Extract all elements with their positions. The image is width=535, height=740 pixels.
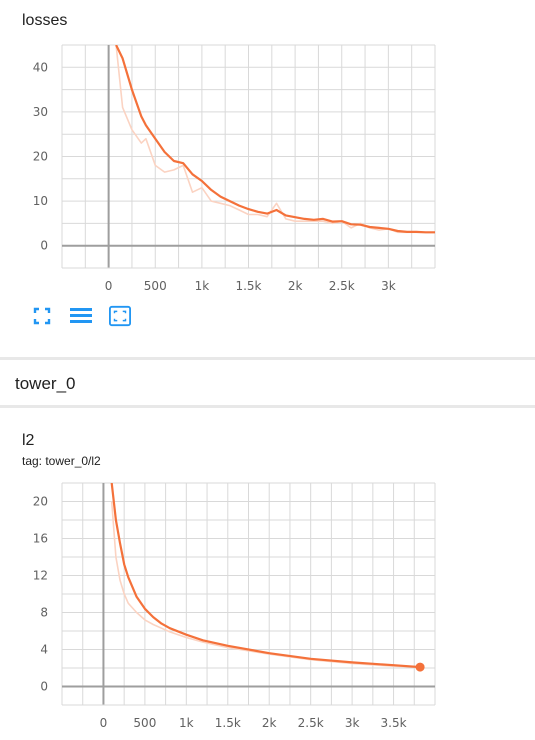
section-divider-top	[0, 357, 535, 360]
x-tick-label: 1k	[179, 716, 194, 730]
x-tick-label: 500	[144, 279, 167, 293]
x-tick-label: 1.5k	[235, 279, 261, 293]
raw-series-line	[110, 501, 421, 668]
x-tick-label: 500	[133, 716, 156, 730]
fit-screen-icon	[109, 305, 131, 327]
x-tick-label: 2k	[288, 279, 303, 293]
y-tick-label: 20	[33, 495, 48, 509]
y-tick-label: 20	[33, 150, 48, 164]
losses-chart[interactable]: 0 500 1k 1.5k 2k 2.5k 3k 0 10 20 30 40	[0, 0, 535, 295]
raw-series-line	[115, 45, 435, 234]
x-tick-label: 3k	[345, 716, 360, 730]
group-title[interactable]: tower_0	[15, 374, 76, 393]
fit-domain-button[interactable]	[109, 305, 131, 327]
x-tick-label: 2.5k	[298, 716, 324, 730]
l2-chart-title: l2	[22, 432, 35, 449]
y-tick-label: 8	[40, 606, 48, 620]
losses-chart-title: losses	[22, 12, 68, 29]
x-tick-label: 0	[105, 279, 113, 293]
x-tick-label: 2.5k	[329, 279, 355, 293]
series-endpoint-marker	[415, 662, 425, 672]
section-divider-bottom	[0, 405, 535, 408]
x-tick-label: 1k	[195, 279, 210, 293]
x-tick-label: 2k	[262, 716, 277, 730]
y-tick-label: 4	[40, 643, 48, 657]
y-tick-label: 40	[33, 60, 48, 74]
y-tick-label: 30	[33, 105, 48, 119]
smoothed-series-line	[115, 45, 435, 234]
x-tick-label: 3k	[381, 279, 396, 293]
y-tick-label: 0	[40, 680, 48, 694]
fullscreen-icon	[33, 307, 51, 325]
y-tick-label: 12	[33, 569, 48, 583]
l2-chart[interactable]: 0 500 1k 1.5k 2k 2.5k 3k 3.5k 0 4 8 12 16 20	[0, 475, 535, 740]
y-tick-label: 10	[33, 194, 48, 208]
x-tick-label: 3.5k	[381, 716, 407, 730]
l2-chart-tag: tag: tower_0/l2	[22, 454, 101, 468]
toggle-y-log-button[interactable]	[70, 305, 92, 327]
x-tick-label: 1.5k	[215, 716, 241, 730]
y-tick-label: 16	[33, 532, 48, 546]
list-icon	[70, 308, 92, 323]
x-tick-label: 0	[100, 716, 108, 730]
smoothed-series-line	[110, 483, 421, 669]
y-tick-label: 0	[40, 239, 48, 253]
fullscreen-button[interactable]	[31, 305, 53, 327]
